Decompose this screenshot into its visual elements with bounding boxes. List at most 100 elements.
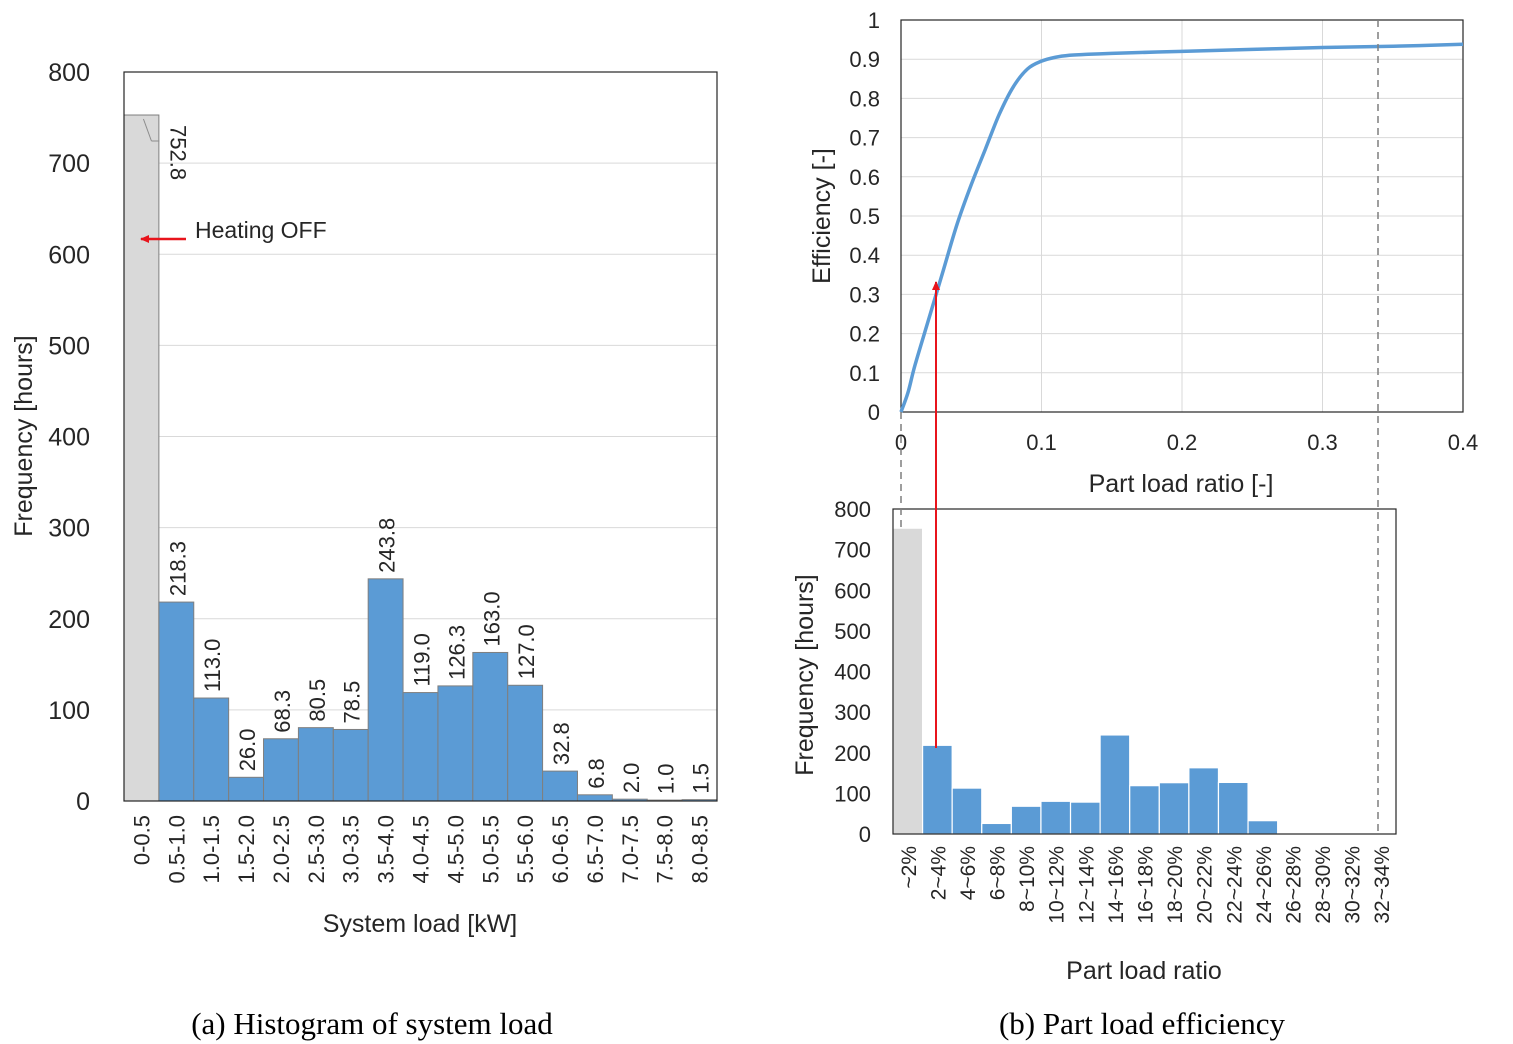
bar [1247, 820, 1279, 835]
y-tick-label: 400 [48, 424, 90, 452]
y-tick-label: 300 [48, 515, 90, 543]
y-tick-label: 0.5 [849, 204, 880, 229]
y-tick-label: 0 [859, 822, 871, 847]
y-tick-label: 0.4 [849, 243, 880, 268]
bar [892, 527, 924, 835]
bar [297, 727, 334, 802]
y-tick-label: 400 [834, 660, 871, 685]
y-tick-label: 200 [48, 606, 90, 634]
y-tick-label: 100 [48, 697, 90, 725]
y-tick-label: 100 [834, 781, 871, 806]
grid-lines [901, 20, 1463, 412]
x-tick-label: 6.5-7.0 [583, 815, 608, 884]
x-tick-labels: 0 0.1 0.2 0.3 0.4 [895, 430, 1478, 455]
x-tick-label: 4~6% [957, 846, 980, 900]
x-tick-label: 12~14% [1075, 846, 1098, 924]
bar-series [892, 527, 1397, 835]
bar [1069, 801, 1101, 835]
x-tick-label: 6~8% [987, 846, 1010, 900]
histogram-system-load: 0 100 200 300 400 500 600 700 800 0-0.5 0.5-1.0 1.… [10, 59, 718, 1041]
bar [507, 684, 544, 802]
y-tick-label: 0.2 [849, 322, 880, 347]
x-tick-label: 2.0-2.5 [269, 815, 294, 884]
heating-off-annotation: Heating OFF [195, 217, 327, 243]
x-tick-label: 0.1 [1026, 430, 1057, 455]
y-tick-label: 0 [868, 400, 880, 425]
data-label: 163.0 [479, 591, 504, 646]
x-tick-label: 22~24% [1223, 846, 1246, 924]
bar [193, 697, 230, 802]
y-tick-label: 600 [48, 241, 90, 269]
plot-frame [900, 19, 1464, 413]
x-tick-label: 3.5-4.0 [374, 815, 399, 884]
x-tick-label: 5.0-5.5 [478, 815, 503, 884]
x-tick-label: 32~34% [1371, 846, 1394, 924]
x-tick-label: 1.0-1.5 [199, 815, 224, 884]
y-tick-label: 700 [834, 538, 871, 563]
bar [951, 787, 983, 835]
bar [263, 738, 299, 802]
x-tick-label: 0.4 [1448, 430, 1479, 455]
bar [332, 728, 369, 802]
x-tick-labels: ~2% 2~4% 4~6% 6~8% 8~10% 10~12% 12~14% 14~16% 16… [898, 846, 1394, 924]
data-label: 6.8 [584, 758, 609, 789]
data-label: 26.0 [235, 728, 260, 771]
x-tick-label: 18~20% [1164, 846, 1187, 924]
data-label: 127.0 [514, 624, 539, 679]
data-labels: 752.8 218.3 113.0 26.0 68.3 80.5 78.5 243.8 119.… [142, 118, 714, 794]
bar [123, 114, 160, 802]
y-tick-label: 0.3 [849, 282, 880, 307]
x-tick-label: 4.5-5.0 [443, 815, 468, 884]
x-tick-label: 14~16% [1105, 846, 1128, 924]
y-tick-label: 0.9 [849, 47, 880, 72]
data-label: 752.8 [165, 125, 190, 180]
y-tick-label: 0.1 [849, 361, 880, 386]
data-label: 78.5 [340, 681, 365, 724]
bar [472, 651, 509, 802]
caption-a: (a) Histogram of system load [191, 1006, 553, 1041]
x-tick-label: 1.5-2.0 [234, 815, 259, 884]
x-tick-label: 0-0.5 [129, 815, 154, 865]
y-tick-label: 800 [834, 497, 871, 522]
y-tick-labels: 0 0.1 0.2 0.3 0.4 0.5 0.6 0.7 0.8 0.9 1 [849, 8, 880, 425]
x-tick-label: 0.5-1.0 [164, 815, 189, 884]
y-tick-label: 500 [48, 332, 90, 360]
x-tick-label: 7.0-7.5 [618, 815, 643, 884]
y-tick-label: 700 [48, 150, 90, 178]
label-leader [142, 118, 152, 142]
x-tick-label: 7.5-8.0 [653, 815, 678, 884]
bar [367, 578, 404, 802]
y-tick-label: 0.6 [849, 165, 880, 190]
y-tick-label: 0.8 [849, 86, 880, 111]
data-label: 243.8 [375, 518, 400, 573]
histogram-part-load: 0 100 200 300 400 500 600 700 800 ~2% 2~4% 4~6% 6~8… [791, 497, 1397, 985]
bar [1099, 734, 1131, 835]
bar [981, 822, 1012, 835]
bar [158, 601, 195, 802]
bar [921, 744, 953, 835]
data-label: 218.3 [165, 541, 190, 596]
data-label: 119.0 [410, 633, 435, 686]
bar [437, 685, 474, 802]
y-tick-label: 600 [834, 578, 871, 603]
y-axis-title: Frequency [hours] [10, 335, 38, 537]
x-axis-title: Part load ratio [-] [1089, 470, 1274, 498]
x-tick-label: 26~28% [1282, 846, 1305, 924]
x-tick-label: 16~18% [1135, 846, 1158, 924]
x-tick-label: 0.3 [1307, 430, 1338, 455]
x-tick-labels: 0-0.5 0.5-1.0 1.0-1.5 1.5-2.0 2.0-2.5 2.5-3.0… [129, 815, 712, 884]
x-tick-label: 28~30% [1312, 846, 1335, 924]
x-tick-label: 4.0-4.5 [409, 815, 434, 884]
data-label: 126.3 [444, 625, 469, 680]
x-tick-label: 5.5-6.0 [513, 815, 538, 884]
x-tick-label: 24~26% [1253, 846, 1276, 924]
y-tick-label: 500 [834, 619, 871, 644]
x-tick-label: 3.0-3.5 [339, 815, 364, 884]
x-axis-title: System load [kW] [323, 910, 518, 938]
y-tick-labels: 0 100 200 300 400 500 600 700 800 [48, 59, 90, 816]
bar [402, 692, 439, 802]
x-axis-title: Part load ratio [1066, 957, 1222, 985]
x-tick-label: 6.0-6.5 [548, 815, 573, 884]
data-label: 68.3 [270, 690, 295, 733]
x-tick-label: 10~12% [1046, 846, 1069, 924]
